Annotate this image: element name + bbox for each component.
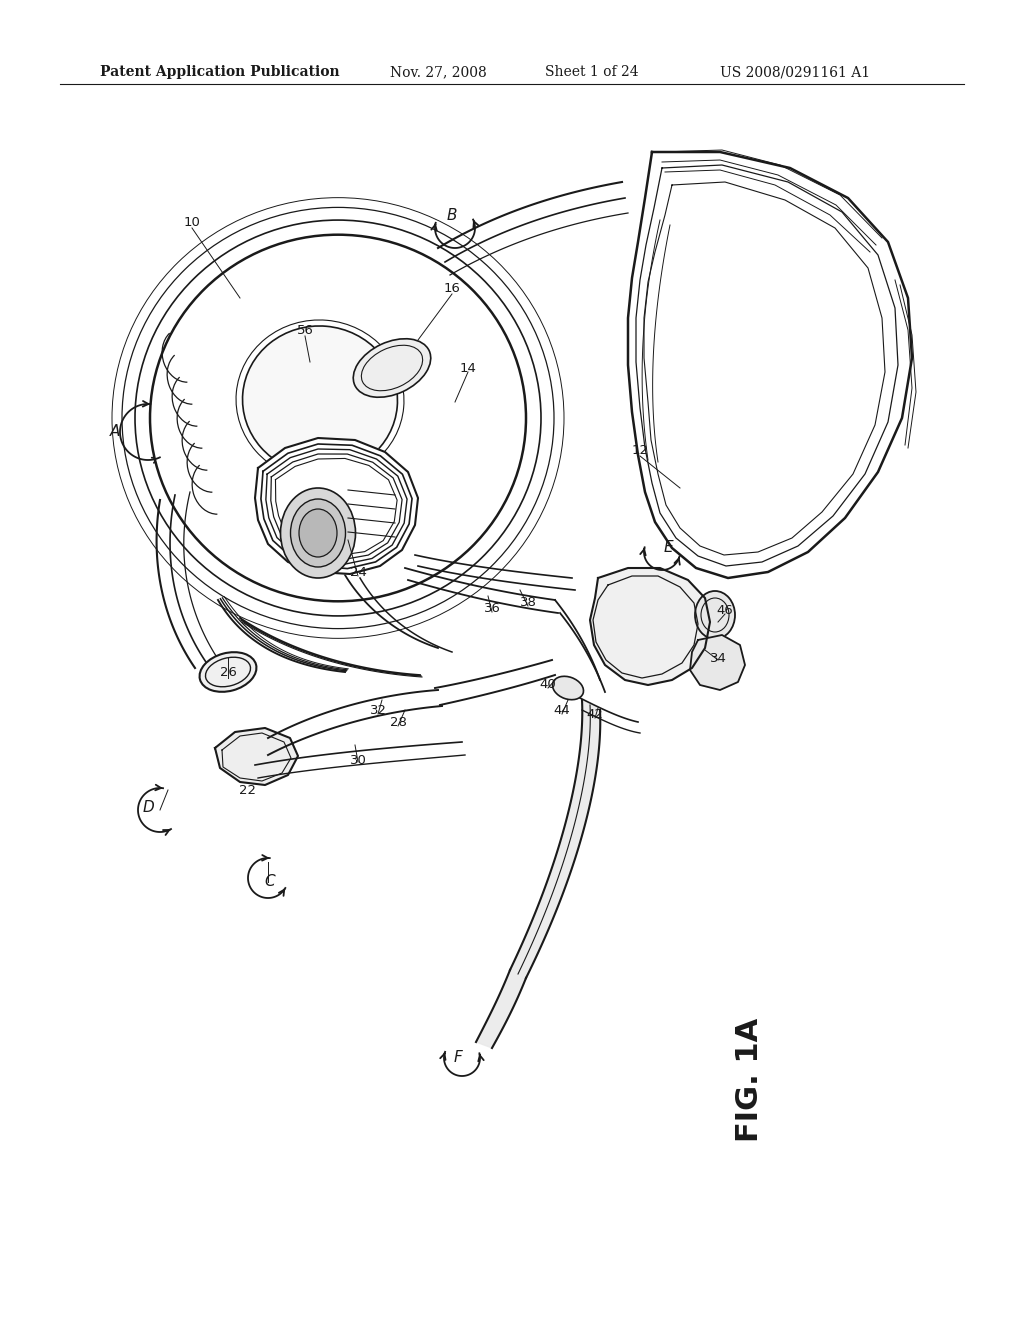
Text: 34: 34: [710, 652, 726, 664]
Polygon shape: [590, 568, 710, 685]
Text: D: D: [142, 800, 154, 816]
Text: 46: 46: [717, 603, 733, 616]
Text: 10: 10: [183, 215, 201, 228]
Text: 32: 32: [370, 704, 386, 717]
Text: F: F: [454, 1051, 463, 1065]
Text: A: A: [110, 425, 120, 440]
Text: 30: 30: [349, 754, 367, 767]
Polygon shape: [476, 700, 600, 1048]
Ellipse shape: [299, 510, 337, 557]
Text: 40: 40: [540, 678, 556, 692]
Text: 12: 12: [632, 444, 648, 457]
Ellipse shape: [281, 488, 355, 578]
Text: 44: 44: [554, 704, 570, 717]
Text: 24: 24: [349, 565, 367, 578]
Text: 28: 28: [389, 715, 407, 729]
Text: US 2008/0291161 A1: US 2008/0291161 A1: [720, 65, 870, 79]
Text: Nov. 27, 2008: Nov. 27, 2008: [390, 65, 486, 79]
Text: C: C: [264, 874, 275, 890]
Text: 38: 38: [519, 595, 537, 609]
Polygon shape: [255, 438, 418, 574]
Text: 26: 26: [219, 665, 237, 678]
Text: 22: 22: [240, 784, 256, 796]
Polygon shape: [690, 635, 745, 690]
Text: FIG. 1A: FIG. 1A: [735, 1018, 765, 1142]
Polygon shape: [628, 152, 912, 578]
Ellipse shape: [243, 326, 397, 474]
Text: Sheet 1 of 24: Sheet 1 of 24: [545, 65, 639, 79]
Ellipse shape: [695, 591, 735, 639]
Text: 16: 16: [443, 281, 461, 294]
Ellipse shape: [200, 652, 256, 692]
Ellipse shape: [291, 499, 345, 568]
Ellipse shape: [553, 676, 584, 700]
Text: 42: 42: [587, 709, 603, 722]
Ellipse shape: [150, 235, 526, 602]
Ellipse shape: [353, 339, 431, 397]
Text: 14: 14: [460, 362, 476, 375]
Polygon shape: [215, 729, 298, 785]
Text: 36: 36: [483, 602, 501, 615]
Text: E: E: [664, 540, 673, 556]
Text: 56: 56: [297, 323, 313, 337]
Text: B: B: [446, 207, 458, 223]
Text: Patent Application Publication: Patent Application Publication: [100, 65, 340, 79]
